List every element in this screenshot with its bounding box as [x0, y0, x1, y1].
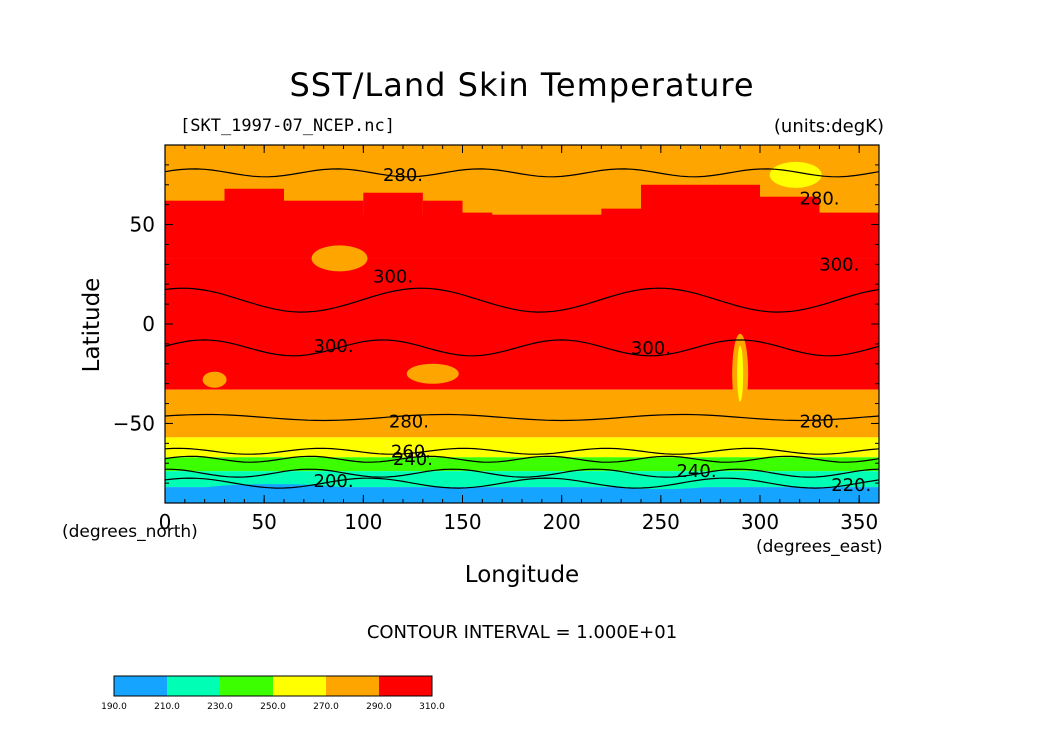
contour-label: 280.: [383, 165, 423, 186]
land-warm-region: [422, 200, 463, 259]
contour-label: 300.: [819, 254, 859, 275]
temperature-band: [165, 389, 879, 438]
contour-label: 300.: [314, 336, 354, 357]
contour-label: 280.: [799, 189, 839, 210]
antarctic-cold-spot: [194, 484, 355, 499]
x-tick-label: 250: [642, 510, 680, 534]
contour-label: 220.: [831, 475, 871, 496]
contour-label: 240.: [676, 461, 716, 482]
land-warm-region: [760, 196, 820, 259]
contour-label: 300.: [373, 266, 413, 287]
colorbar-label: 230.0: [207, 702, 233, 712]
land-warm-region: [561, 220, 602, 259]
y-tick-label: 0: [142, 312, 155, 336]
units-label: (units:degK): [773, 116, 884, 137]
land-warm-region: [165, 200, 225, 259]
contour-line: [165, 468, 879, 478]
x-tick-label: 350: [840, 510, 878, 534]
x-tick-label: 0: [159, 510, 172, 534]
colorbar-swatch: [167, 676, 220, 696]
contour-line: [165, 413, 879, 422]
land-warm-region: [601, 208, 641, 259]
contour-line: [165, 168, 879, 178]
y-axis-title: Latitude: [79, 277, 105, 373]
greenland-patch: [769, 161, 822, 188]
contour-line: [165, 339, 879, 357]
x-tick-label: 150: [443, 510, 481, 534]
land-warm-region: [492, 228, 522, 259]
colorbar-frame: [113, 675, 433, 697]
colorbar-swatch: [220, 676, 273, 696]
temperature-band: [165, 457, 879, 472]
field-layer: 280.280.300.300.300. 300.280. 280.260.240.…: [165, 145, 879, 503]
australia-patch: [406, 363, 459, 384]
land-warm-region: [224, 188, 284, 259]
temperature-band: [165, 258, 879, 390]
colorbar-swatch: [326, 676, 379, 696]
contour-line: [165, 447, 879, 455]
land-warm-region: [522, 236, 562, 259]
antarctic-cold-spot: [600, 477, 721, 490]
andes-core: [737, 345, 744, 402]
contour-label: 300.: [631, 338, 671, 359]
contour-label: 260.: [391, 441, 431, 462]
colorbar-swatch: [379, 676, 432, 696]
x-tick-label: 50: [251, 510, 276, 534]
contour-label: 280.: [389, 411, 429, 432]
x-tick-label: 300: [741, 510, 779, 534]
dataset-filename: [SKT_1997-07_NCEP.nc]: [180, 116, 395, 136]
contour-label: 200.: [314, 471, 354, 492]
colorbar-label: 270.0: [313, 702, 339, 712]
land-warm-region: [363, 192, 423, 259]
y-tick-label: 50: [130, 213, 155, 237]
y-axis-unit: (degrees_north): [62, 522, 198, 542]
plateau-patch: [311, 245, 368, 272]
x-axis-title: Longitude: [464, 562, 580, 588]
colorbar-label: 210.0: [154, 702, 180, 712]
contour-line: [165, 477, 879, 489]
x-axis-unit: (degrees_east): [756, 537, 883, 557]
land-warm-region: [700, 184, 760, 259]
colorbar-swatch: [114, 676, 167, 696]
land-warm-region: [819, 212, 879, 259]
x-tick-label: 100: [344, 510, 382, 534]
contour-label: 280.: [799, 411, 839, 432]
south-africa-patch: [202, 371, 227, 388]
contour-line: [165, 455, 879, 463]
chart-title: SST/Land Skin Temperature: [289, 66, 755, 104]
x-tick-label: 200: [543, 510, 581, 534]
contour-label: 240.: [393, 449, 433, 470]
colorbar-label: 250.0: [260, 702, 286, 712]
colorbar-swatch: [273, 676, 326, 696]
contour-line: [165, 287, 879, 313]
land-warm-region: [641, 184, 701, 259]
colorbar-label: 190.0: [101, 702, 127, 712]
contour-interval-note: CONTOUR INTERVAL = 1.000E+01: [366, 622, 678, 643]
land-warm-region: [462, 212, 493, 259]
colorbar-label: 290.0: [366, 702, 392, 712]
colorbar-label: 310.0: [419, 702, 445, 712]
y-tick-label: −50: [113, 411, 155, 435]
